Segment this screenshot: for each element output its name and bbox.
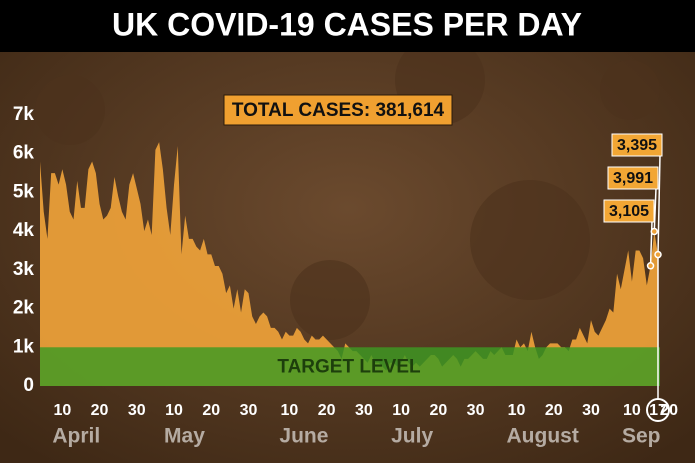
month-label: August bbox=[507, 425, 579, 448]
x-tick-label: 30 bbox=[355, 402, 373, 419]
callout-box bbox=[603, 199, 655, 223]
x-tick-label: 30 bbox=[467, 402, 485, 419]
chart-title: UK COVID-19 CASES PER DAY bbox=[112, 6, 582, 42]
point bbox=[646, 262, 655, 270]
y-tick-label: 4k bbox=[13, 220, 35, 241]
x-tick-label: 20 bbox=[91, 402, 109, 419]
x-tick-label: 17 bbox=[649, 402, 667, 419]
x-tick-label: 10 bbox=[392, 402, 410, 419]
callout-line bbox=[653, 187, 657, 232]
month-label: June bbox=[279, 425, 328, 448]
highlight-circle bbox=[646, 398, 670, 422]
month-label: May bbox=[164, 425, 205, 448]
y-tick-label: 6k bbox=[13, 143, 35, 164]
x-tick-label: 10 bbox=[281, 402, 299, 419]
x-tick-label: 20 bbox=[660, 402, 678, 419]
y-tick-label: 3k bbox=[13, 259, 35, 280]
x-tick-label: 20 bbox=[202, 402, 220, 419]
x-tick-label: 10 bbox=[165, 402, 183, 419]
month-label: Sep bbox=[622, 425, 661, 448]
callout-box bbox=[607, 166, 659, 190]
value-label: 3,105 bbox=[609, 203, 649, 220]
month-label: July bbox=[391, 425, 433, 448]
y-tick-label: 5k bbox=[13, 181, 35, 202]
point bbox=[650, 227, 659, 236]
x-tick-label: 10 bbox=[623, 402, 641, 419]
callout-line bbox=[657, 154, 661, 255]
annotation: TOTAL CASES: 381,614 bbox=[232, 100, 445, 121]
x-tick-label: 10 bbox=[53, 402, 71, 419]
callout-line bbox=[649, 220, 653, 266]
target-band bbox=[40, 347, 660, 386]
x-tick-label: 30 bbox=[128, 402, 146, 419]
value-label: 3,395 bbox=[617, 137, 657, 154]
callout-box bbox=[611, 133, 663, 157]
x-tick-label: 20 bbox=[545, 402, 563, 419]
title-bar bbox=[0, 0, 695, 52]
y-tick-label: 1k bbox=[13, 336, 35, 357]
value-label: 3,991 bbox=[613, 170, 653, 187]
x-tick-label: 20 bbox=[429, 402, 447, 419]
y-tick-label: 2k bbox=[13, 298, 35, 319]
y-tick-label: 0 bbox=[23, 375, 34, 396]
x-tick-label: 30 bbox=[582, 402, 600, 419]
x-tick-label: 10 bbox=[508, 402, 526, 419]
x-tick-label: 20 bbox=[318, 402, 336, 419]
annotation-box bbox=[223, 94, 453, 126]
month-label: April bbox=[52, 425, 100, 448]
target-label: TARGET LEVEL bbox=[277, 357, 421, 378]
point bbox=[654, 250, 662, 259]
x-tick-label: 30 bbox=[240, 402, 258, 419]
y-tick-label: 7k bbox=[13, 104, 35, 125]
area bbox=[40, 142, 658, 386]
